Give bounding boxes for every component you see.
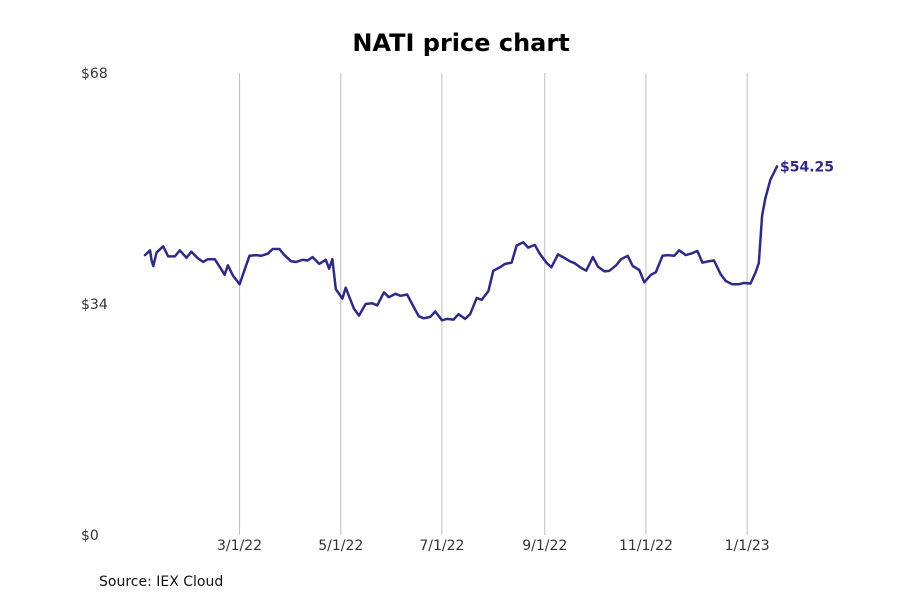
x-tick-label: 9/1/22 — [522, 538, 567, 554]
last-price-label: $54.25 — [780, 159, 834, 175]
y-tick-label: $34 — [81, 297, 108, 313]
grid-layer — [239, 73, 748, 535]
x-tick-label: 1/1/23 — [725, 538, 770, 554]
chart-title: NATI price chart — [352, 29, 569, 57]
x-tick-label: 7/1/22 — [419, 538, 464, 554]
x-tick-label: 11/1/22 — [619, 538, 673, 554]
y-tick-label: $68 — [81, 66, 108, 82]
y-tick-label: $0 — [81, 528, 99, 544]
series-layer: $54.25 — [143, 159, 834, 322]
x-tick-label: 3/1/22 — [217, 538, 262, 554]
x-tick-label: 5/1/22 — [318, 538, 363, 554]
source-note: Source: IEX Cloud — [99, 574, 224, 590]
series-line-0 — [143, 165, 779, 322]
y-axis: $68 $34 $0 — [81, 66, 108, 544]
x-axis: 3/1/22 5/1/22 7/1/22 9/1/22 11/1/22 1/1/23 — [217, 538, 770, 554]
